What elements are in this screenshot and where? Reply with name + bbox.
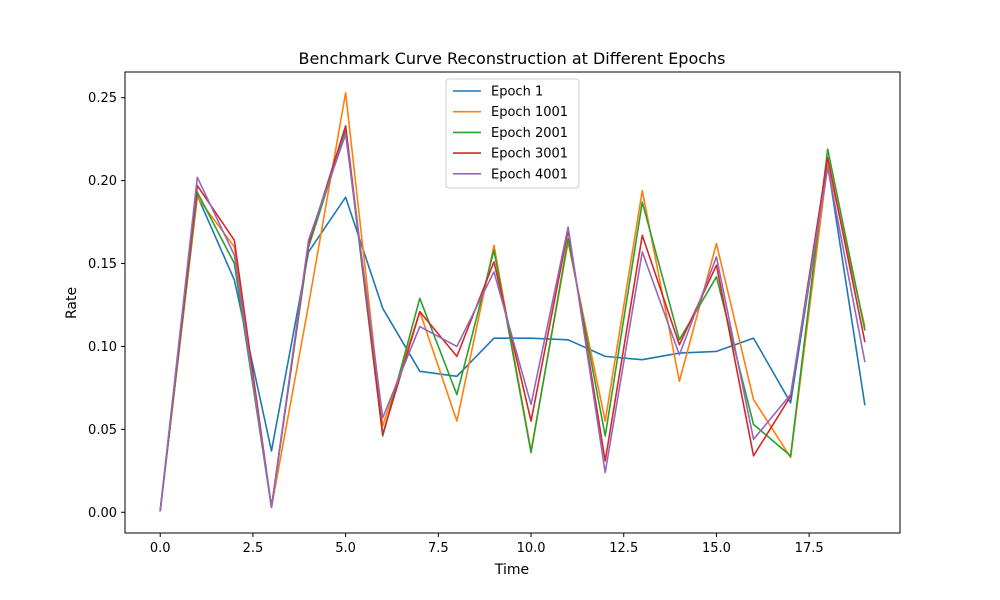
y-axis-ticks: 0.00 0.05 0.10 0.15 0.20 0.25: [88, 91, 125, 521]
x-tick-label: 10.0: [517, 541, 546, 556]
x-tick-label: 17.5: [795, 541, 824, 556]
chart-title: Benchmark Curve Reconstruction at Differ…: [298, 49, 725, 68]
x-tick-label: 7.5: [428, 541, 449, 556]
x-tick-label: 15.0: [702, 541, 731, 556]
x-tick-label: 12.5: [609, 541, 638, 556]
axes-frame: [124, 71, 901, 534]
legend-label: Epoch 1: [491, 85, 543, 100]
x-tick-label: 2.5: [243, 541, 264, 556]
y-tick-label: 0.00: [88, 506, 117, 521]
legend: Epoch 1 Epoch 1001 Epoch 2001 Epoch 3001 Epo…: [445, 78, 580, 189]
legend-label: Epoch 4001: [491, 167, 568, 182]
x-axis-label: Time: [494, 562, 529, 578]
y-tick-label: 0.15: [88, 257, 117, 272]
x-tick-label: 0.0: [150, 541, 171, 556]
y-tick-label: 0.05: [88, 423, 117, 438]
y-axis-label: Rate: [64, 287, 80, 319]
x-axis-ticks: 0.0 2.5 5.0 7.5 10.0 12.5 15.0 17.5: [150, 533, 824, 556]
legend-label: Epoch 1001: [491, 105, 568, 120]
legend-label: Epoch 3001: [491, 147, 568, 162]
plot-area: 0.0 2.5 5.0 7.5 10.0 12.5 15.0 17.5 0.00 0.05 0.1…: [88, 71, 901, 556]
series-line-epoch-4001: [159, 133, 866, 512]
series-lines: [159, 91, 866, 512]
legend-label: Epoch 2001: [491, 126, 568, 141]
legend-box: [445, 78, 580, 189]
y-tick-label: 0.20: [88, 174, 117, 189]
x-tick-label: 5.0: [335, 541, 356, 556]
y-tick-label: 0.10: [88, 340, 117, 355]
y-tick-label: 0.25: [88, 91, 117, 106]
